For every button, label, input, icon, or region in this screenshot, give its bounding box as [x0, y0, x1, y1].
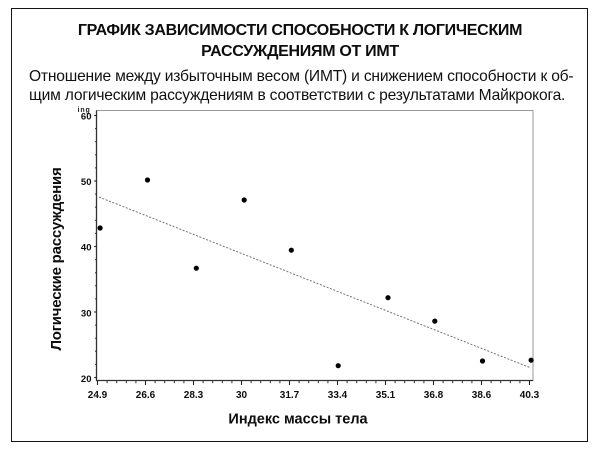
svg-text:50: 50 — [81, 177, 92, 188]
svg-text:36.8: 36.8 — [424, 390, 444, 401]
svg-text:30: 30 — [81, 308, 92, 319]
svg-text:33.4: 33.4 — [328, 390, 348, 401]
svg-text:ing: ing — [78, 107, 91, 114]
svg-text:60: 60 — [81, 112, 92, 123]
svg-text:40: 40 — [81, 243, 92, 254]
svg-text:Индекс массы тела: Индекс массы тела — [228, 412, 368, 428]
svg-text:28.3: 28.3 — [184, 390, 204, 401]
svg-text:24.9: 24.9 — [88, 390, 108, 401]
svg-text:30: 30 — [236, 390, 248, 401]
svg-text:26.6: 26.6 — [136, 390, 156, 401]
svg-text:20: 20 — [81, 374, 92, 385]
svg-text:31.7: 31.7 — [280, 390, 300, 401]
svg-text:38.6: 38.6 — [472, 390, 492, 401]
svg-text:35.1: 35.1 — [376, 390, 396, 401]
svg-text:Логические рассуждения: Логические рассуждения — [48, 168, 65, 351]
svg-text:40.3: 40.3 — [520, 390, 540, 401]
